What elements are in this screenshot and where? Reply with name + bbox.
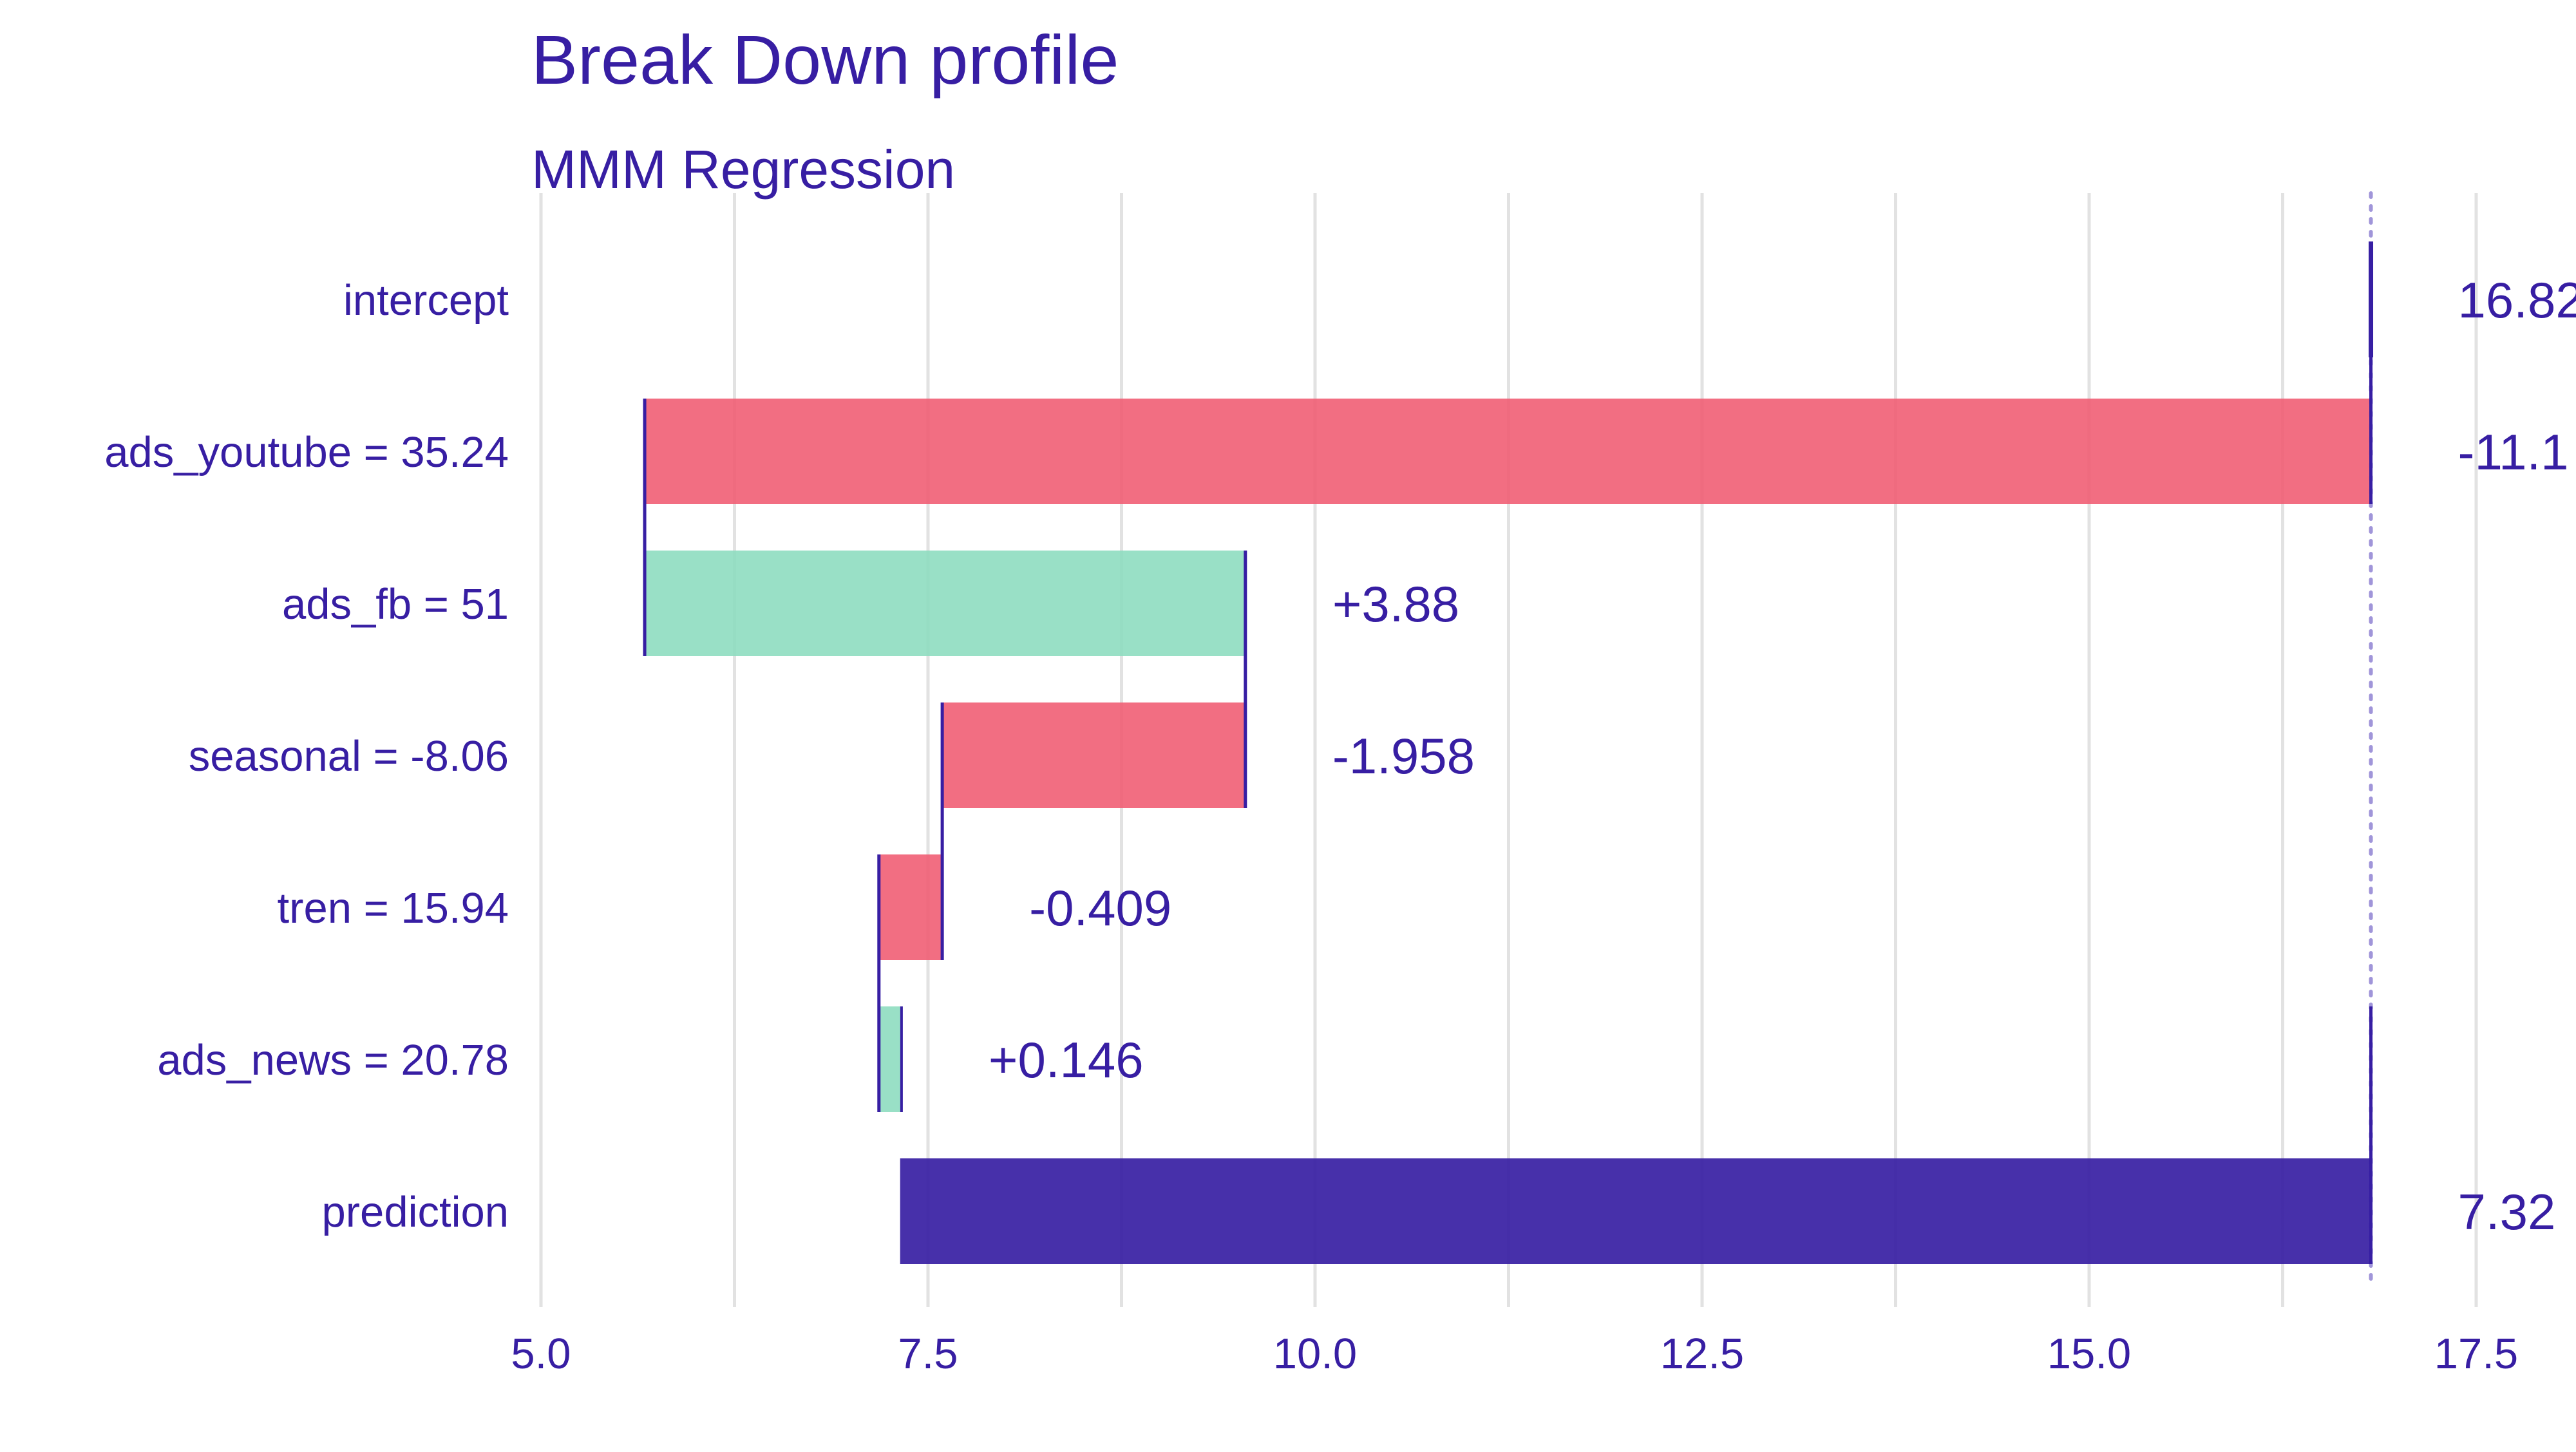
category-label: intercept [343,276,509,325]
value-label: +0.146 [989,1032,1144,1088]
value-label: 16.82 [2458,272,2576,328]
chart-subtitle: MMM Regression [531,139,955,200]
value-label: +3.88 [1332,576,1459,632]
category-label: ads_youtube = 35.24 [104,428,509,476]
bar-negative [878,854,943,960]
bar-positive [645,551,1245,656]
x-tick-label: 15.0 [2047,1330,2131,1378]
value-labels: 16.82 -11.1 +3.88 -1.958 -0.409 +0.146 7.32 [989,272,2576,1240]
x-axis-ticks: 5.0 7.5 10.0 12.5 15.0 17.5 [511,1330,2518,1378]
x-tick-label: 12.5 [1660,1330,1744,1378]
value-label: -1.958 [1332,728,1475,784]
chart-title: Break Down profile [531,21,1119,99]
value-label: 7.32 [2458,1183,2556,1240]
x-tick-label: 7.5 [898,1330,958,1378]
bar-negative [645,399,2371,504]
x-tick-label: 10.0 [1273,1330,1357,1378]
bar-negative [942,702,1245,808]
x-tick-label: 17.5 [2434,1330,2518,1378]
category-label: seasonal = -8.06 [189,732,509,780]
category-label: prediction [321,1188,509,1236]
x-tick-label: 5.0 [511,1330,571,1378]
category-label: ads_news = 20.78 [157,1036,509,1084]
bars-layer [643,241,2374,1264]
grid-layer [539,193,2478,1307]
value-label: -0.409 [1029,880,1171,936]
category-labels: intercept ads_youtube = 35.24 ads_fb = 51 s… [104,276,509,1236]
category-label: ads_fb = 51 [282,580,509,628]
value-label: -11.1 [2458,424,2569,480]
bar-positive [878,1006,902,1112]
connector-layer [643,247,2373,1264]
category-label: tren = 15.94 [278,884,509,932]
bar-prediction [900,1158,2371,1264]
